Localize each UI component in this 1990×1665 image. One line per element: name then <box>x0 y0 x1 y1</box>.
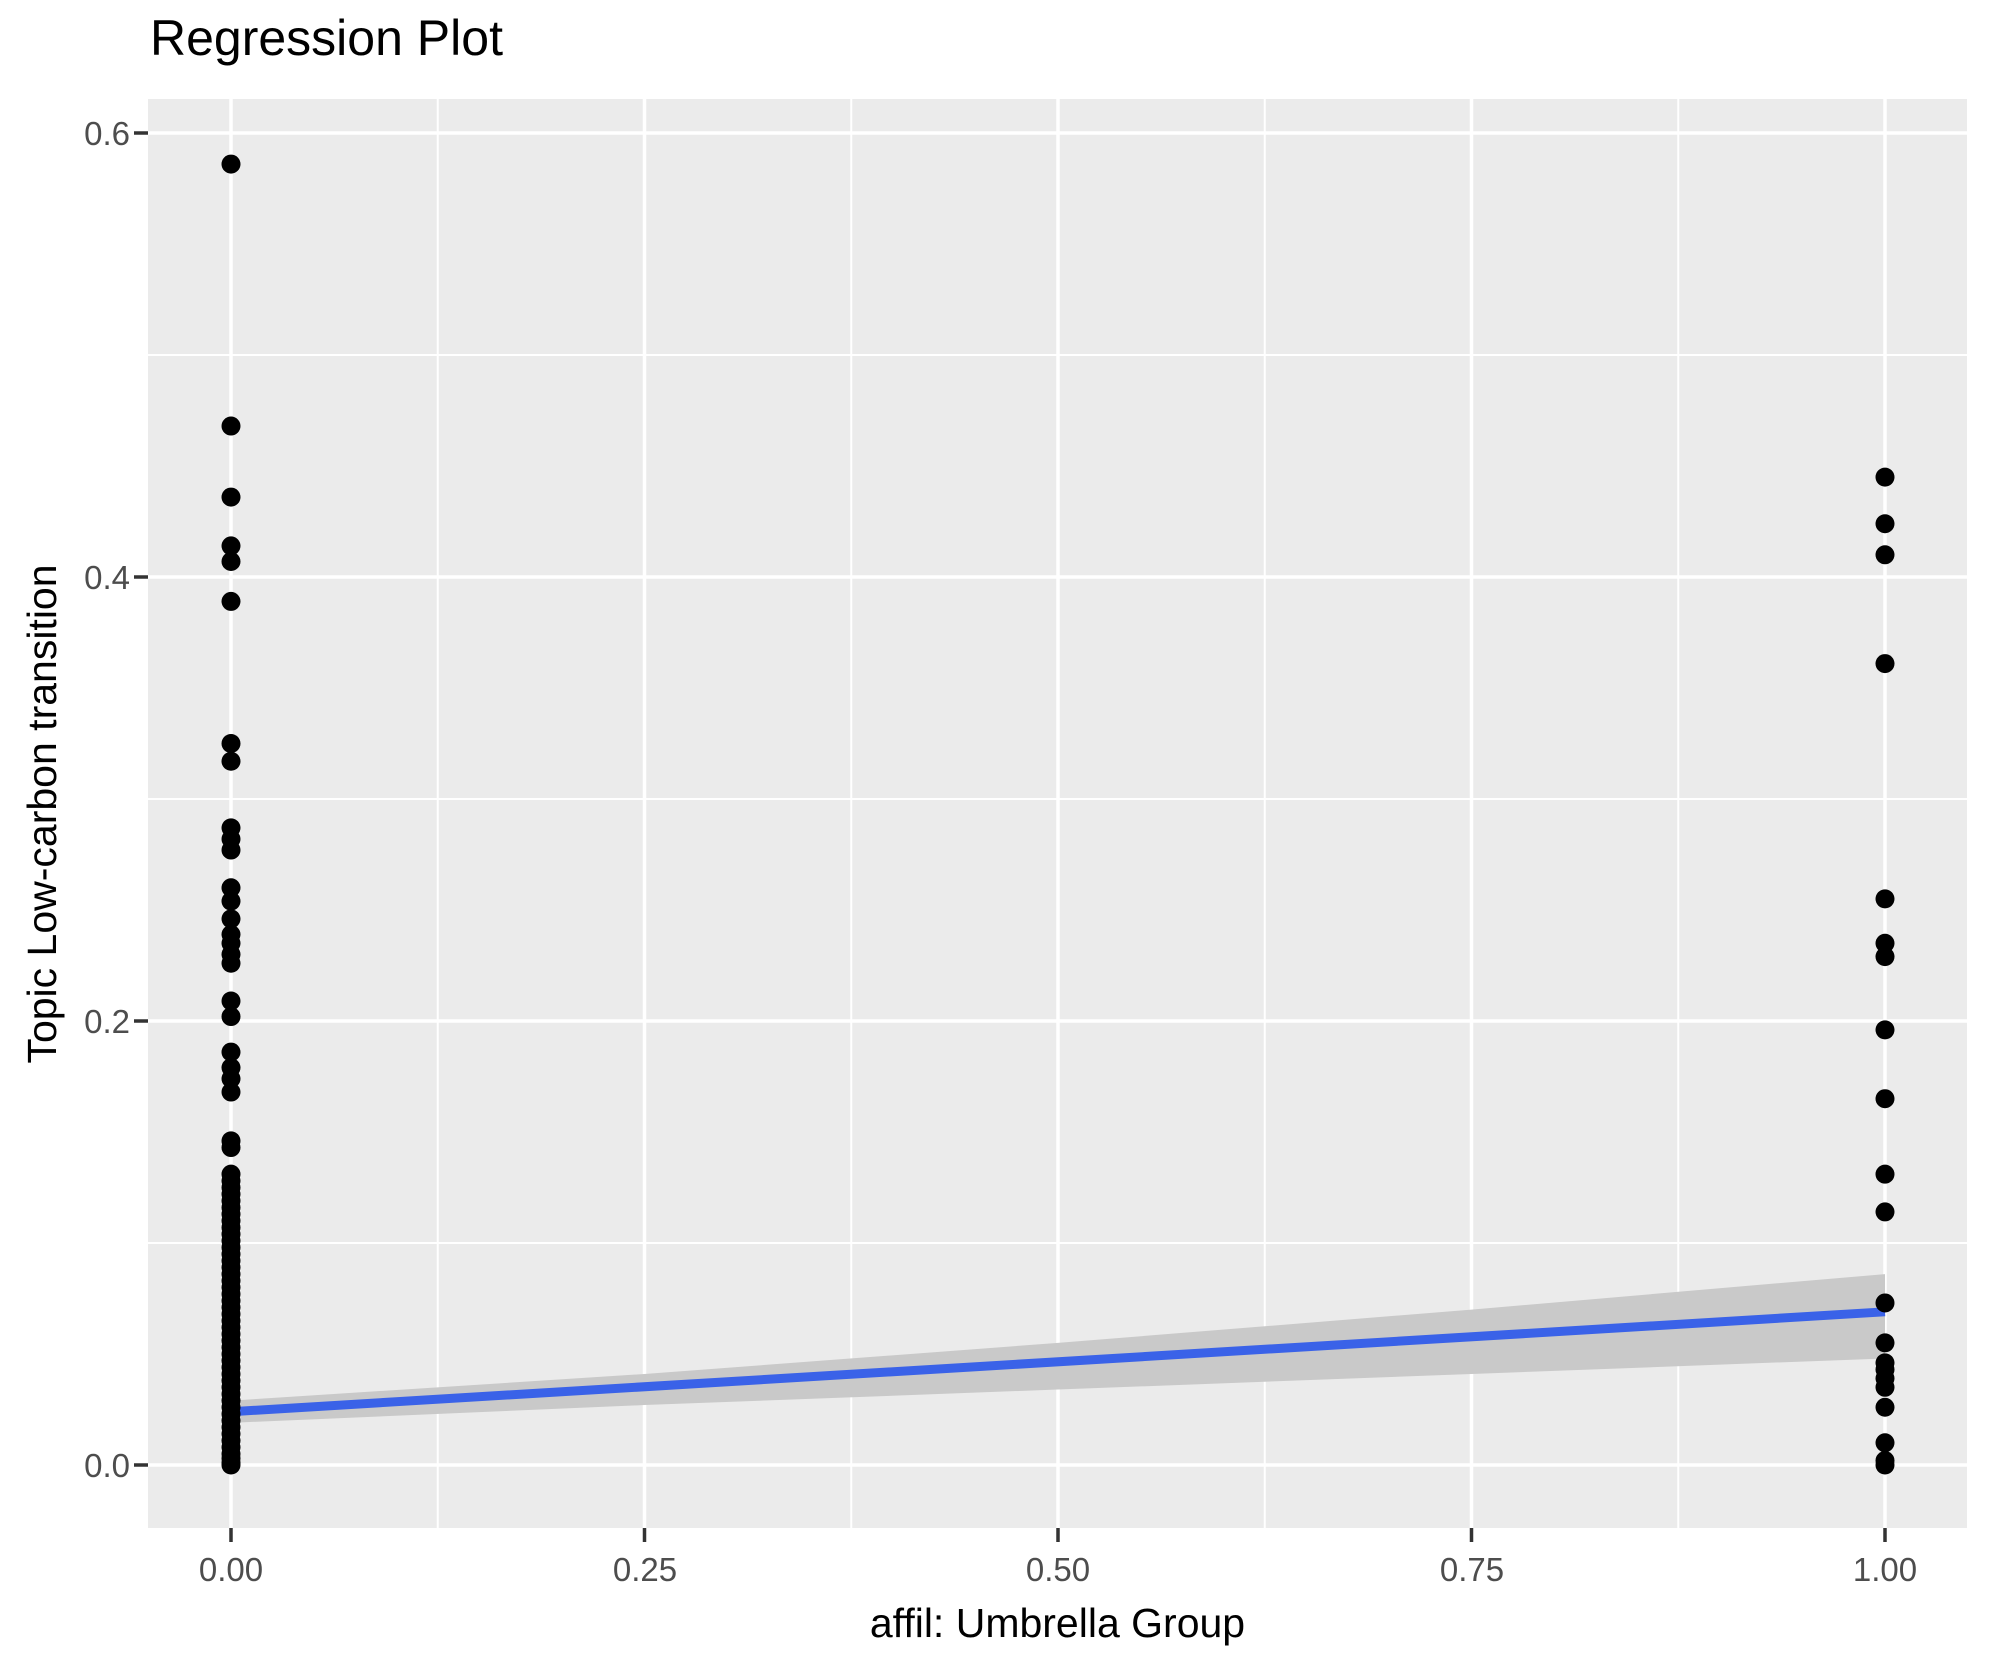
data-point <box>1875 1433 1895 1453</box>
data-point <box>1875 947 1895 967</box>
data-point <box>1875 933 1895 953</box>
data-point <box>221 909 241 929</box>
x-tick-label: 1.00 <box>1852 1551 1918 1588</box>
data-point <box>221 1069 241 1089</box>
data-point <box>1875 1397 1895 1417</box>
x-tick-label: 0.75 <box>1439 1551 1505 1588</box>
data-point <box>221 1042 241 1062</box>
regression-line <box>230 1307 1886 1417</box>
y-tick-label: 0.6 <box>84 115 130 152</box>
data-point <box>1875 1164 1895 1184</box>
y-axis-title: Topic Low-carbon transition <box>19 564 65 1064</box>
data-point <box>221 487 241 507</box>
data-point <box>1875 654 1895 674</box>
data-point <box>1875 1333 1895 1353</box>
y-tick-label: 0.0 <box>84 1447 130 1484</box>
data-point <box>221 536 241 556</box>
x-tick-label: 0.00 <box>198 1551 264 1588</box>
data-point <box>221 1455 241 1475</box>
data-point <box>1875 467 1895 487</box>
x-tick-label: 0.25 <box>612 1551 678 1588</box>
y-tick-label: 0.4 <box>84 559 130 596</box>
data-point <box>221 154 241 174</box>
data-point <box>221 734 241 753</box>
data-point <box>221 891 241 911</box>
data-point <box>221 991 241 1011</box>
data-point <box>1875 1377 1895 1397</box>
data-point <box>221 840 241 860</box>
plot-title: Regression Plot <box>150 10 503 66</box>
x-axis-title: affil: Umbrella Group <box>869 1600 1246 1646</box>
data-point <box>221 591 241 611</box>
data-point <box>221 953 241 973</box>
y-tick-label: 0.2 <box>84 1003 130 1040</box>
data-point <box>1875 545 1895 565</box>
data-point <box>1875 1020 1895 1040</box>
x-tick-label: 0.50 <box>1025 1551 1091 1588</box>
data-point <box>1875 514 1895 534</box>
data-point <box>221 416 241 436</box>
data-point <box>1875 889 1895 909</box>
data-point <box>221 751 241 771</box>
data-point <box>1875 1293 1895 1313</box>
data-point <box>221 878 241 898</box>
data-point <box>221 1138 241 1158</box>
data-point <box>221 1082 241 1102</box>
data-point <box>1875 1455 1895 1475</box>
data-point <box>221 1007 241 1027</box>
data-point <box>1875 1089 1895 1109</box>
data-point <box>221 551 241 571</box>
data-point <box>1875 1202 1895 1222</box>
